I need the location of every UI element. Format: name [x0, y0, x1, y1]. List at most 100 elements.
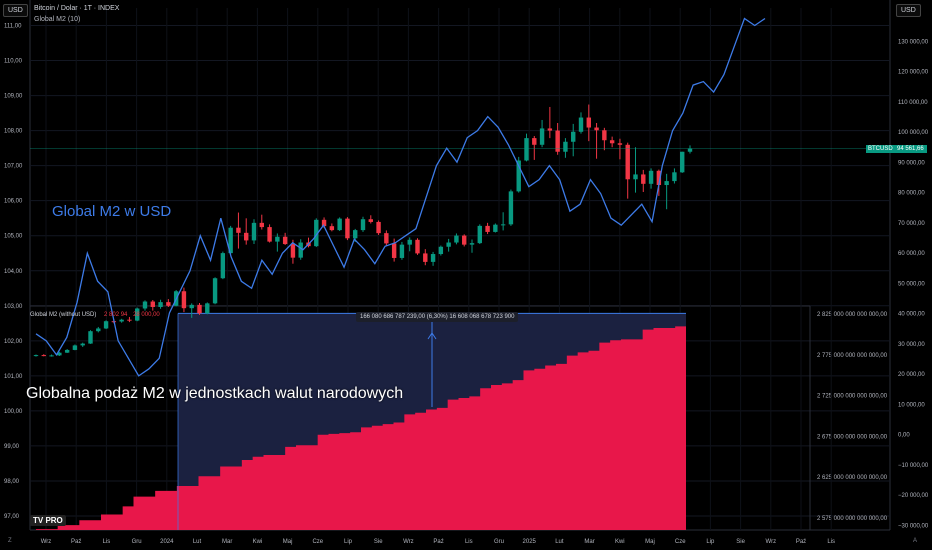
btc-candle	[594, 127, 599, 131]
left-axis-tick-7: 104,00	[4, 269, 23, 275]
btc-candle	[189, 304, 194, 309]
time-axis-tick-25: Paź	[796, 539, 806, 545]
time-axis-tick-20: Maj	[645, 539, 655, 545]
left-axis-tick-4: 107,00	[4, 164, 23, 170]
time-axis-tick-6: Mar	[222, 539, 232, 545]
time-axis-tick-2: Lis	[103, 539, 111, 545]
time-axis-tick-11: Sie	[374, 539, 383, 545]
btc-candle	[672, 172, 677, 182]
time-axis-tick-18: Mar	[584, 539, 594, 545]
right-axis-tick-8: 50 000,00	[898, 281, 925, 287]
btc-candle	[602, 130, 607, 141]
btc-candle	[656, 170, 662, 186]
btc-candle	[641, 174, 646, 184]
btc-candle	[96, 328, 101, 332]
btc-candle	[353, 230, 358, 239]
btc-candle	[423, 253, 428, 262]
btc-candle	[228, 227, 233, 254]
btc-candle	[532, 138, 537, 145]
left-unit-button[interactable]: USD	[3, 4, 28, 17]
time-axis-tick-21: Cze	[675, 539, 686, 545]
right-unit-button[interactable]: USD	[896, 4, 921, 17]
btc-candle	[360, 219, 366, 231]
right-axis-tick-4: 90 000,00	[898, 160, 925, 166]
left-axis-tick-14: 97,00	[4, 514, 20, 520]
time-axis-tick-3: Gru	[132, 539, 142, 545]
btc-candle	[282, 236, 288, 245]
btc-candle	[687, 148, 693, 152]
zoom-corner-button[interactable]: Z	[8, 538, 12, 544]
measure-arrow-head	[427, 332, 437, 340]
time-axis-tick-12: Wrz	[403, 539, 414, 545]
global-m2-usd-annotation: Global M2 w USD	[52, 203, 172, 220]
time-axis-tick-22: Lip	[706, 539, 715, 545]
auto-scale-button[interactable]: A	[913, 538, 918, 544]
btc-candle	[563, 141, 568, 152]
left-axis-tick-12: 99,00	[4, 444, 20, 450]
time-axis-tick-0: Wrz	[41, 539, 52, 545]
right-axis-tick-9: 40 000,00	[898, 312, 925, 318]
btc-candle	[166, 302, 171, 306]
btc-candle	[586, 117, 591, 128]
btc-candle	[368, 219, 373, 222]
global-m2-native-annotation: Globalna podaż M2 w jednostkach walut na…	[26, 385, 404, 402]
btc-candle	[150, 301, 155, 307]
time-axis-tick-1: Paź	[71, 539, 81, 545]
btc-candle	[516, 160, 521, 192]
m2-axis-tick-4: 2 625 000 000 000 000,00	[817, 475, 888, 481]
btc-candle	[345, 218, 350, 239]
left-axis-tick-3: 108,00	[4, 129, 23, 135]
btc-candle	[391, 243, 397, 258]
time-axis-tick-8: Maj	[283, 539, 293, 545]
btc-candle	[298, 242, 303, 258]
global-m2-native-area	[36, 313, 686, 530]
right-axis-tick-13: 0,00	[898, 433, 910, 439]
time-axis-tick-10: Lip	[344, 539, 353, 545]
btc-candle	[197, 304, 202, 314]
btc-candle	[539, 128, 545, 145]
btc-candle	[462, 235, 467, 245]
btc-candle	[477, 225, 482, 244]
btc-candle	[314, 219, 319, 247]
left-axis-tick-1: 110,00	[4, 59, 23, 65]
btc-candle	[648, 170, 654, 184]
m2-axis-tick-5: 2 575 000 000 000 000,00	[817, 516, 888, 522]
m2-axis-tick-1: 2 775 000 000 000 000,00	[817, 353, 888, 359]
left-axis-tick-11: 100,00	[4, 409, 23, 415]
btc-candle	[119, 319, 124, 322]
btc-candle	[103, 321, 109, 329]
right-axis-tick-10: 30 000,00	[898, 342, 925, 348]
global-m2-usd-line	[35, 17, 766, 377]
time-axis-tick-19: Kwi	[615, 539, 625, 545]
btc-candle	[469, 243, 475, 245]
left-axis-tick-8: 103,00	[4, 304, 23, 310]
btc-candle	[438, 246, 444, 255]
m2-axis-tick-2: 2 725 000 000 000 000,00	[817, 394, 888, 400]
btc-candle	[88, 331, 93, 344]
btc-candle	[508, 191, 514, 225]
left-axis-tick-9: 102,00	[4, 339, 23, 345]
time-axis-tick-14: Lis	[465, 539, 473, 545]
subpanel-value-1: 2 802 94	[104, 312, 128, 318]
btc-candle	[500, 224, 506, 226]
indicator-title: Global M2 (10)	[34, 16, 81, 23]
left-axis-tick-0: 111,00	[4, 24, 22, 30]
left-axis-tick-2: 109,00	[4, 94, 23, 100]
btc-candle	[142, 301, 148, 309]
btc-candle	[430, 254, 436, 262]
btc-candle	[41, 355, 46, 357]
right-axis-tick-15: −20 000,00	[898, 493, 929, 499]
btc-candle	[236, 227, 241, 233]
btc-candle	[547, 128, 553, 131]
btc-candle	[275, 236, 280, 242]
btc-candle	[181, 291, 187, 309]
btc-candle	[415, 239, 420, 254]
btc-candle	[212, 278, 218, 304]
btc-candle	[633, 174, 638, 180]
btc-candle	[609, 140, 615, 144]
btc-candle	[259, 222, 264, 228]
time-axis-tick-26: Lis	[827, 539, 835, 545]
right-axis-tick-14: −10 000,00	[898, 463, 929, 469]
btc-candle	[329, 226, 335, 231]
btc-candle	[571, 131, 576, 142]
